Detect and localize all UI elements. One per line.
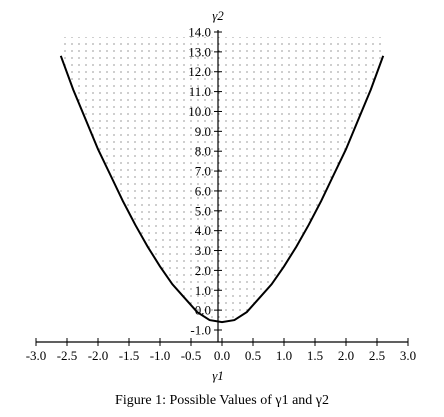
x-tick-label: 1.0 xyxy=(276,348,292,363)
x-tick-label: -2.0 xyxy=(88,348,109,363)
y-tick-label: 10.0 xyxy=(188,104,211,119)
figure-caption: Figure 1: Possible Values of γ1 and γ2 xyxy=(0,393,444,409)
y-tick-label: 1.0 xyxy=(195,283,211,298)
y-tick-label: 6.0 xyxy=(195,183,211,198)
y-tick-label: 3.0 xyxy=(195,243,211,258)
y-tick-label: 5.0 xyxy=(195,203,211,218)
y-tick-label: 12.0 xyxy=(188,64,211,79)
y-tick-label: 13.0 xyxy=(188,44,211,59)
y-tick-label: 2.0 xyxy=(195,263,211,278)
y-tick-label: 14.0 xyxy=(188,25,211,40)
x-tick-label: 0.5 xyxy=(245,348,261,363)
x-tick-label: 3.0 xyxy=(400,348,416,363)
y-tick-label: 9.0 xyxy=(195,124,211,139)
y-axis-label: γ2 xyxy=(212,8,224,23)
x-tick-label: -1.5 xyxy=(119,348,140,363)
x-tick-label: -3.0 xyxy=(26,348,47,363)
y-tick-label: -1.0 xyxy=(190,323,211,338)
feasible-region xyxy=(61,37,383,322)
y-tick-label: 4.0 xyxy=(195,223,211,238)
y-tick-label: 7.0 xyxy=(195,164,211,179)
x-tick-label: -1.0 xyxy=(150,348,171,363)
x-tick-label: 0.0 xyxy=(214,348,230,363)
x-tick-label: 2.0 xyxy=(338,348,354,363)
x-tick-label: -0.5 xyxy=(181,348,202,363)
x-tick-label: -2.5 xyxy=(57,348,78,363)
x-axis-label: γ1 xyxy=(212,368,224,383)
x-tick-label: 1.5 xyxy=(307,348,323,363)
chart-plot: -3.0 -2.5 -2.0 -1.5 -1.0 -0.5 0.0 0.5 1.0 1.5 2.0 2… xyxy=(0,0,444,390)
y-tick-label: 8.0 xyxy=(195,144,211,159)
x-tick-label: 2.5 xyxy=(369,348,385,363)
y-tick-label: 11.0 xyxy=(189,84,211,99)
